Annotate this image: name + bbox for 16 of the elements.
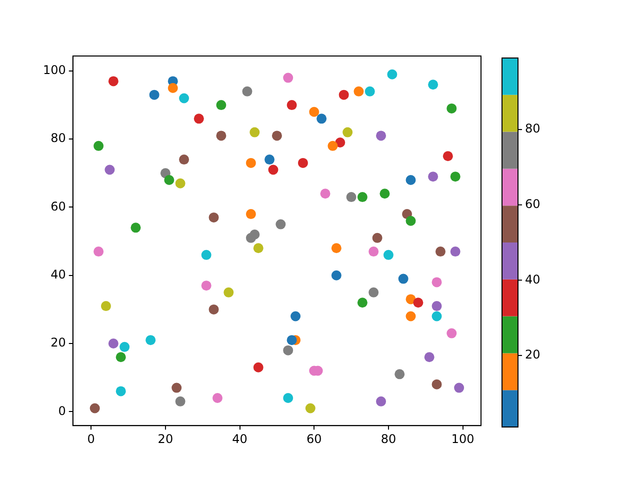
x-tick-label: 100: [451, 432, 474, 446]
x-tick-label: 0: [87, 432, 95, 446]
x-tick-label: 40: [232, 432, 248, 446]
color-bar-label: 80: [525, 122, 540, 136]
y-tick-label: 100: [43, 63, 66, 78]
y-tick-label: 0: [58, 404, 66, 418]
color-bar-label: 20: [525, 348, 540, 362]
y-tick-label: 40: [50, 268, 66, 282]
y-tick-label: 20: [50, 336, 66, 350]
y-tick-label: 80: [50, 131, 66, 146]
color-bar-label: 40: [525, 272, 540, 286]
x-tick-label: 20: [158, 432, 174, 446]
x-tick-label: 60: [306, 432, 322, 446]
x-tick-label: 80: [380, 432, 396, 446]
color-bar-label: 60: [525, 196, 540, 211]
y-tick-label: 60: [50, 199, 66, 214]
